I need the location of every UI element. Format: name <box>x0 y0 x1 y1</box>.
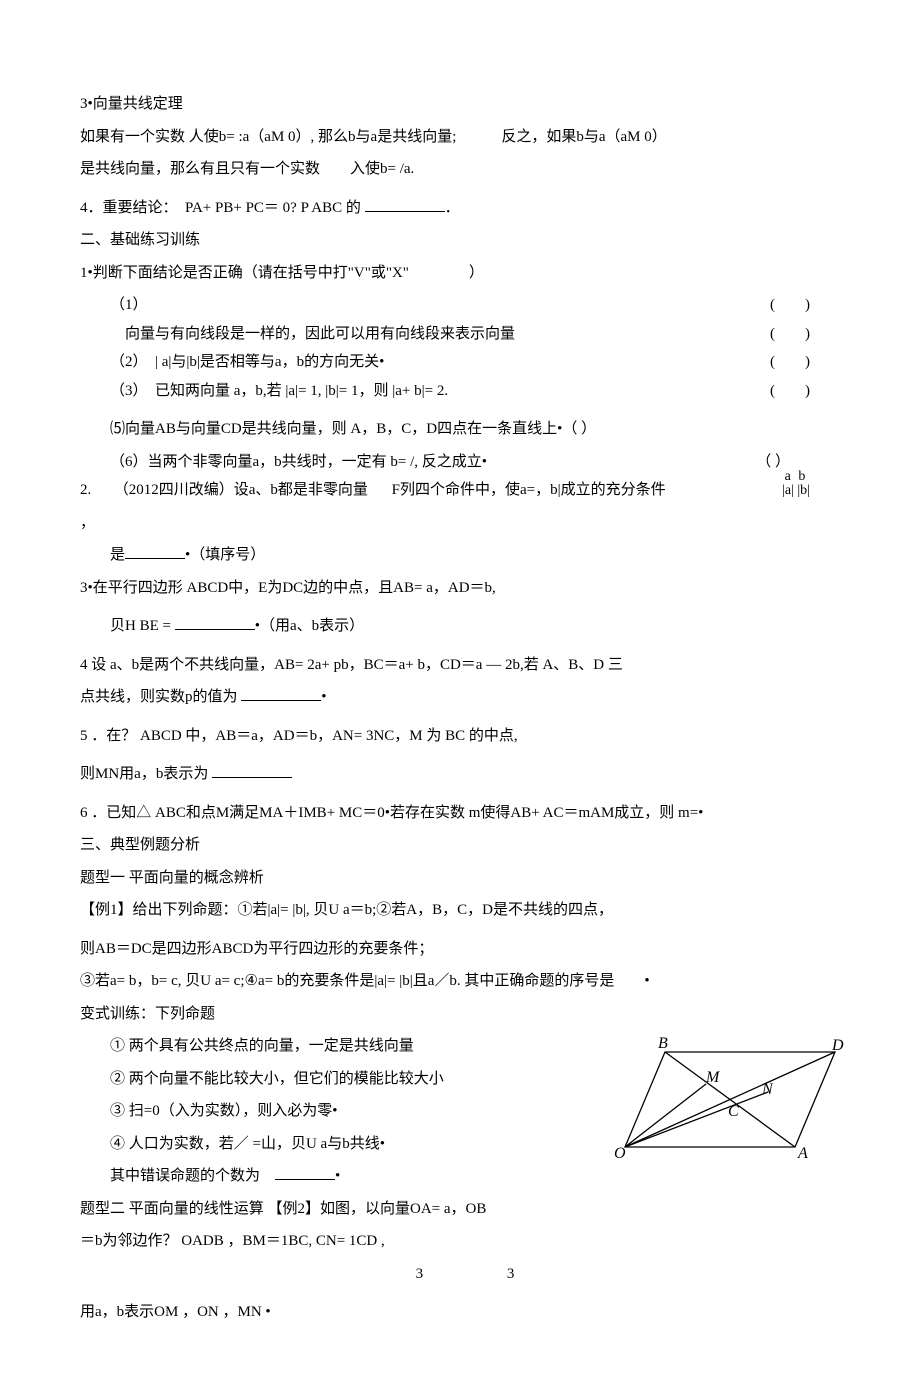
q5-blank <box>212 763 292 778</box>
q1-item5: ⑸向量AB与向量CD是共线向量，则 A，B，C，D四点在一条直线上•（ ） <box>80 415 850 444</box>
label-n: N <box>761 1081 774 1098</box>
q2-blank <box>125 544 185 559</box>
ex1-c: ③若a= b，b= c, 贝U a= c;④a= b的充要条件是|a|= |b|… <box>80 967 850 996</box>
q2-pre1: 2. （2012四川改编）设a、b都是非零向量 <box>80 482 368 498</box>
section-4-pre: 4．重要结论： PA+ PB+ PC＝ 0? P ABC 的 <box>80 200 365 216</box>
q1-item1: （1） <box>110 297 148 313</box>
type-h1: 三、典型例题分析 <box>80 831 850 860</box>
type2-l3: 用a，b表示OM ，ON ，MN • <box>80 1298 850 1327</box>
q3-post: •（用a、b表示） <box>255 618 364 634</box>
label-a: A <box>797 1145 808 1162</box>
q5-line1: 5 ．在？ ABCD 中，AB＝a，AD＝b，AN= 3NC，M 为 BC 的中… <box>80 722 850 751</box>
section-3-title: 3•向量共线定理 <box>80 90 850 119</box>
q1-paren-1b: ( ) <box>770 320 810 349</box>
q2-frac-top: a b <box>782 470 810 484</box>
q1-item3: （3） 已知两向量 a，b,若 |a|= 1, |b|= 1，则 |a+ b|=… <box>110 383 448 399</box>
wrong-count: 其中错误命题的个数为 • <box>80 1162 850 1191</box>
q1-item6: （6）当两个非零向量a，b共线时，一定有 b= /, 反之成立• <box>110 454 487 470</box>
q1-item3-row: （3） 已知两向量 a，b,若 |a|= 1, |b|= 1，则 |a+ b|=… <box>80 377 850 406</box>
section-4-line1: 4．重要结论： PA+ PB+ PC＝ 0? P ABC 的 ． <box>80 194 850 223</box>
type2-h: 题型二 平面向量的线性运算 【例2】如图，以向量OA= a，OB <box>80 1195 850 1224</box>
type-h2: 题型一 平面向量的概念辨析 <box>80 864 850 893</box>
q4-line1: 4 设 a、b是两个不共线向量，AB= 2a+ pb，BC＝a+ b，CD＝a … <box>80 651 850 680</box>
q3-pre: 贝H BE = <box>110 618 175 634</box>
section-3-line2: 是共线向量，那么有且只有一个实数 入使b= /a. <box>80 155 850 184</box>
wrong-pre: 其中错误命题的个数为 <box>110 1168 275 1184</box>
q4-post: • <box>321 689 326 705</box>
q1-item1b-row: 向量与有向线段是一样的，因此可以用有向线段来表示向量 ( ) <box>80 320 850 349</box>
line-on <box>625 1092 768 1147</box>
var-train: 变式训练：下列命题 <box>80 1000 850 1029</box>
q1-paren-3: ( ) <box>770 377 810 406</box>
q2-frac-bot: |a| |b| <box>782 484 810 498</box>
q2-line2-post: •（填序号） <box>185 547 265 563</box>
q1-paren-1: ( ) <box>770 291 810 320</box>
section-3-line1: 如果有一个实数 人使b= :a（aM 0）, 那么b与a是共线向量; 反之，如果… <box>80 123 850 152</box>
q2-line2-pre: 是 <box>110 547 125 563</box>
q5-line2: 则MN用a，b表示为 <box>80 760 850 789</box>
wrong-post: • <box>335 1168 340 1184</box>
q5-pre: 则MN用a，b表示为 <box>80 766 212 782</box>
diagonal-ba <box>665 1052 795 1147</box>
q2-comma: ， <box>80 509 850 538</box>
label-b: B <box>658 1035 668 1052</box>
q2-line1: 2. （2012四川改编）设a、b都是非零向量 F列四个命件中，使a=，b|成立… <box>80 476 850 505</box>
q2-fraction: a b |a| |b| <box>782 470 810 498</box>
num-3a: 3 <box>416 1260 424 1289</box>
section-4-post: ． <box>445 200 460 216</box>
ex1-b: 则AB＝DC是四边形ABCD为平行四边形的充要条件； <box>80 935 850 964</box>
label-c: C <box>728 1103 739 1120</box>
q4-blank <box>241 686 321 701</box>
q1-stem: 1•判断下面结论是否正确（请在括号中打"V"或"X" ） <box>80 259 850 288</box>
q4-pre: 点共线，则实数p的值为 <box>80 689 241 705</box>
q1-item1b: 向量与有向线段是一样的，因此可以用有向线段来表示向量 <box>110 326 515 342</box>
q2-line2: 是 •（填序号） <box>80 541 850 570</box>
ex1-a: 【例1】给出下列命题：①若|a|= |b|, 贝U a＝b;②若A，B，C，D是… <box>80 896 850 925</box>
type2-l2: ＝b为邻边作？ OADB ，BM＝1BC, CN= 1CD , <box>80 1227 850 1256</box>
q1-paren-2: ( ) <box>770 348 810 377</box>
label-d: D <box>831 1037 844 1054</box>
label-o: O <box>614 1145 626 1162</box>
q1-item1-row: （1） ( ) <box>80 291 850 320</box>
label-m: M <box>705 1069 721 1086</box>
q1-item2-row: （2） | a|与|b|是否相等与a，b的方向无关• ( ) <box>80 348 850 377</box>
q6-line1: 6 ．已知△ ABC和点M满足MA＋IMB+ MC＝0•若存在实数 m使得AB+… <box>80 799 850 828</box>
wrong-blank <box>275 1165 335 1180</box>
q3-blank <box>175 615 255 630</box>
q1-item6-row: （6）当两个非零向量a，b共线时，一定有 b= /, 反之成立• （ ） <box>80 448 850 477</box>
q1-item2: （2） | a|与|b|是否相等与a，b的方向无关• <box>110 354 384 370</box>
q3-line1: 3•在平行四边形 ABCD中，E为DC边的中点，且AB= a，AD＝b, <box>80 574 850 603</box>
parallelogram-diagram: B D M N C O A <box>610 1032 850 1162</box>
blank-abc <box>365 197 445 212</box>
section-heading-2: 二、基础练习训练 <box>80 226 850 255</box>
type2-nums: 3 3 <box>80 1260 850 1289</box>
num-3b: 3 <box>507 1260 515 1289</box>
q3-line2: 贝H BE = •（用a、b表示） <box>80 612 850 641</box>
q4-line2: 点共线，则实数p的值为 • <box>80 683 850 712</box>
q2-pre2: F列四个命件中，使a=，b|成立的充分条件 <box>392 482 666 498</box>
